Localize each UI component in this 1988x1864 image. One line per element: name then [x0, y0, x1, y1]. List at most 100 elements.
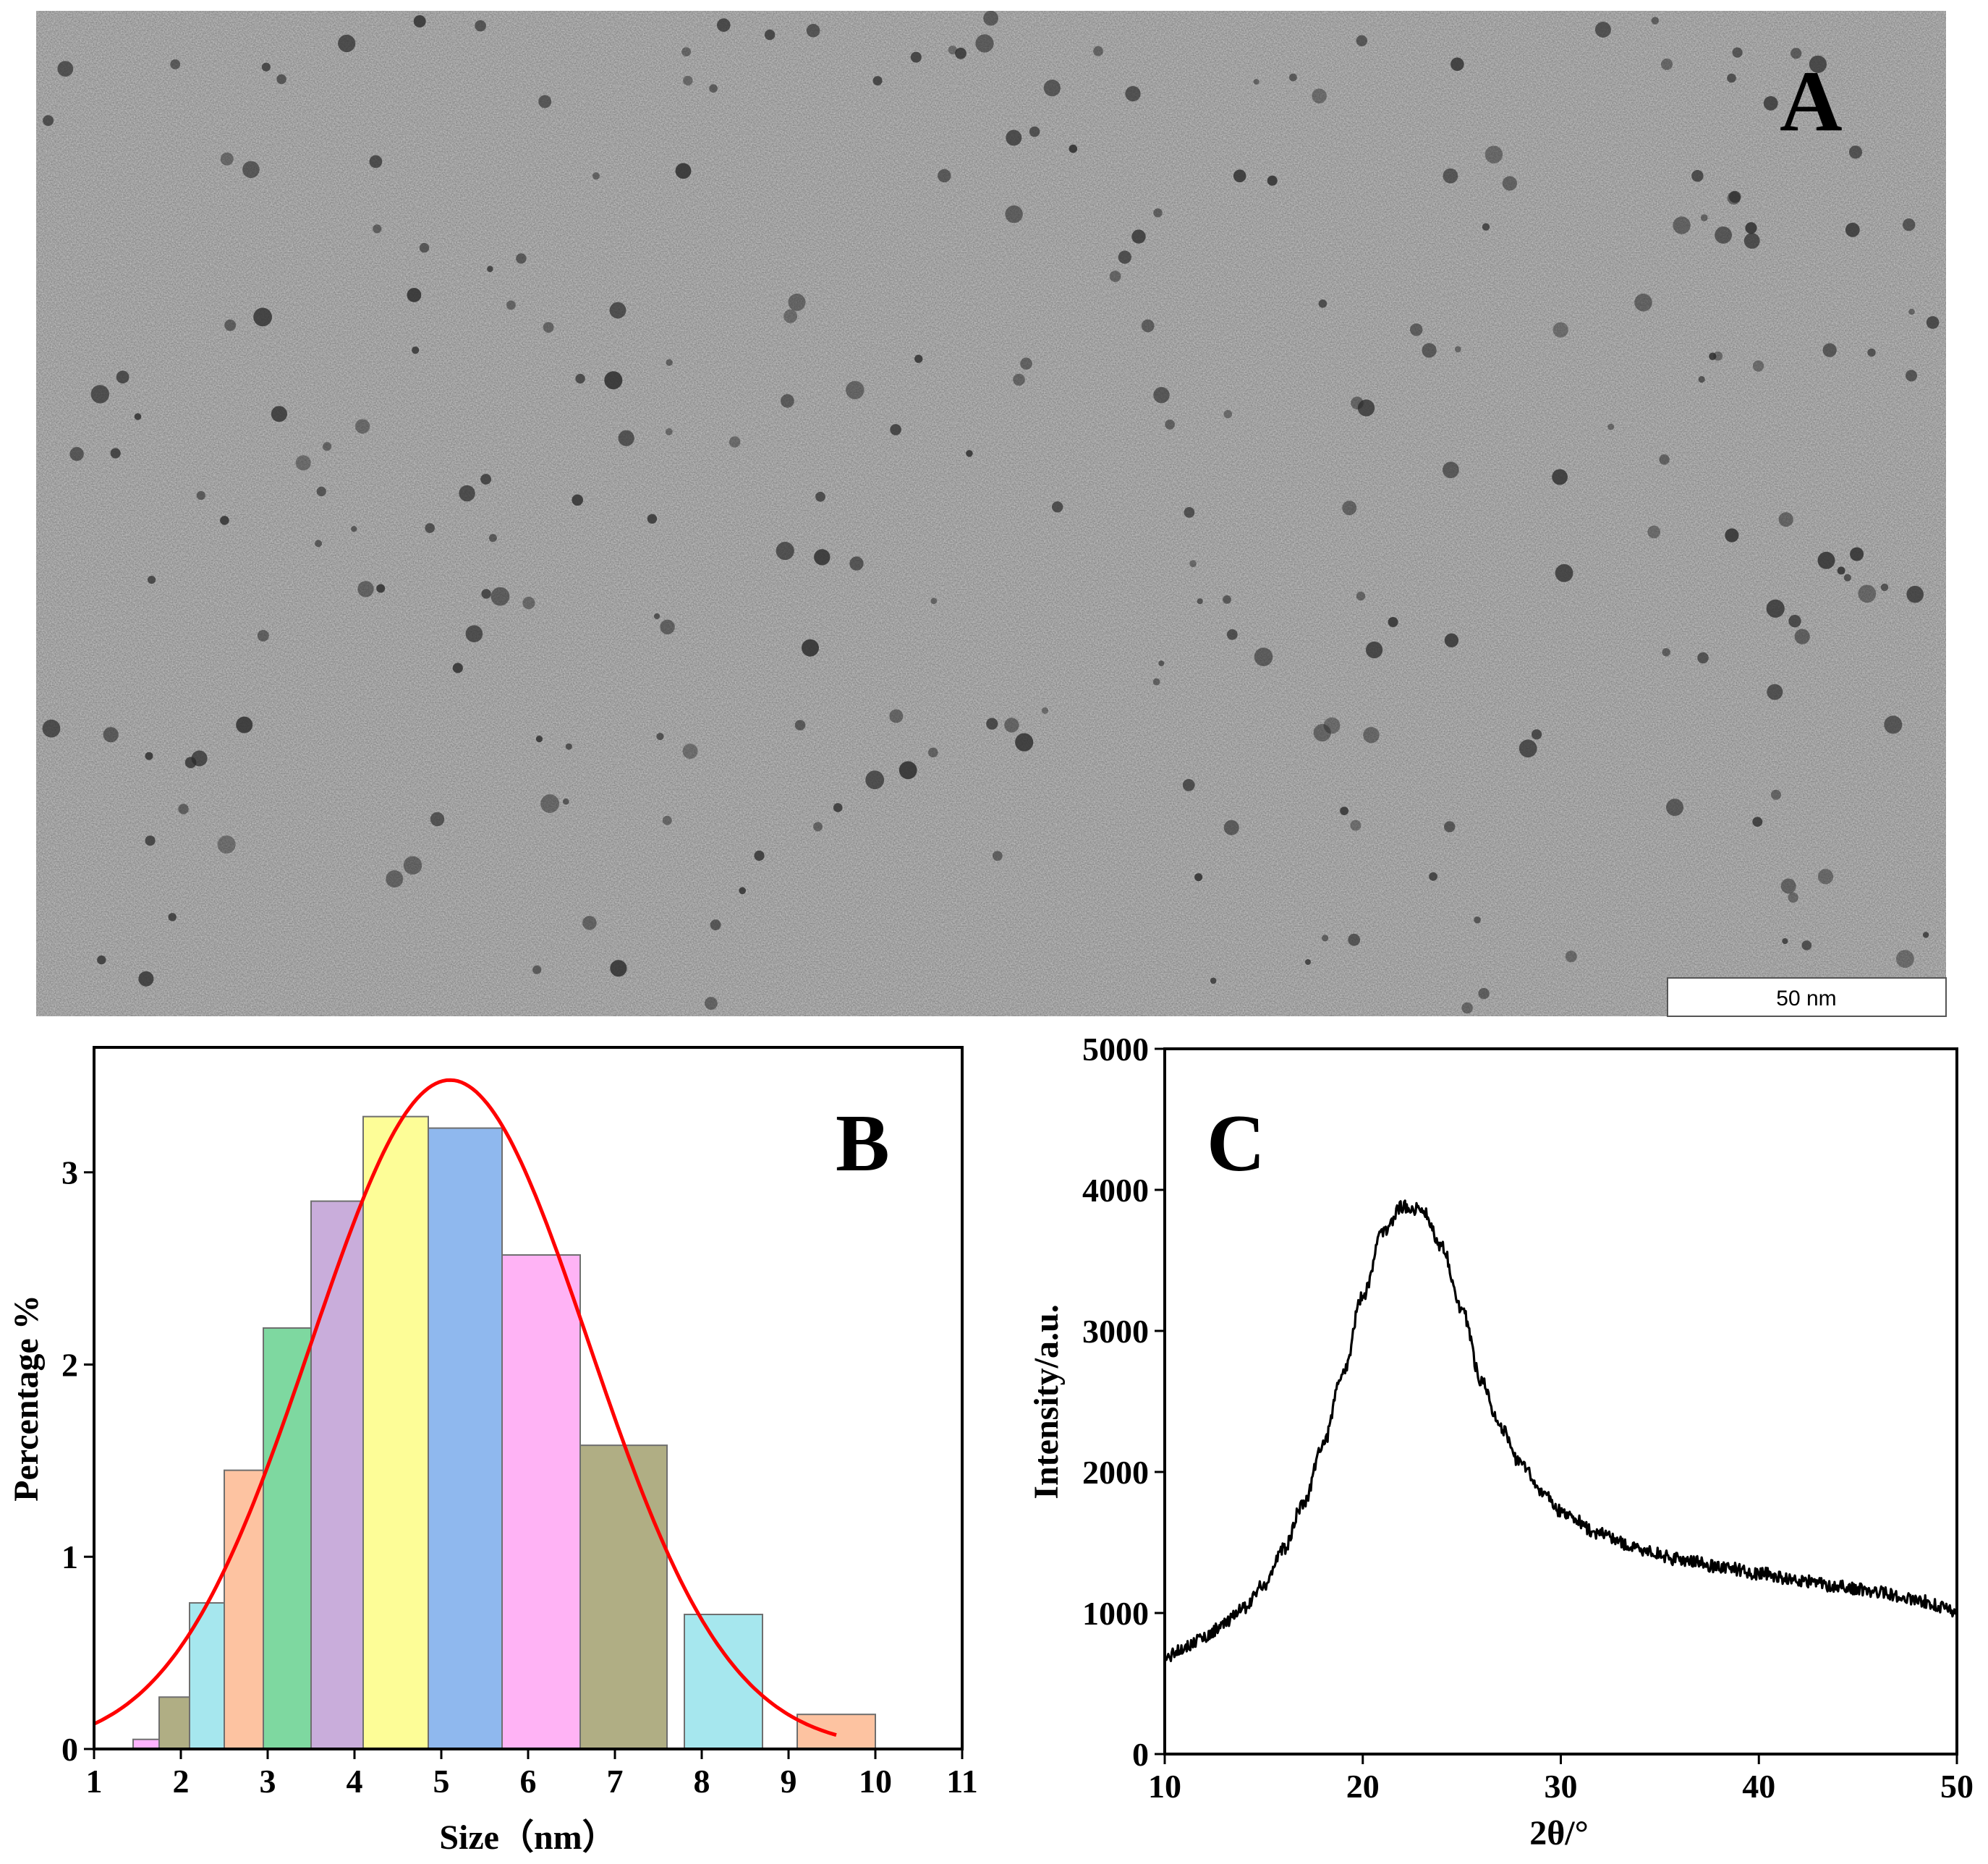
nanoparticle-dot	[1226, 629, 1238, 640]
nanoparticle-dot	[475, 20, 486, 32]
nanoparticle-dot	[357, 581, 374, 597]
nanoparticle-dot	[1858, 584, 1877, 603]
y-tick-label: 2	[61, 1346, 78, 1383]
nanoparticle-dot	[938, 169, 951, 183]
histogram-bar	[684, 1613, 763, 1749]
nanoparticle-dot	[565, 743, 572, 750]
nanoparticle-dot	[1197, 598, 1203, 605]
nanoparticle-dot	[376, 584, 386, 593]
nanoparticle-dot	[948, 46, 957, 55]
nanoparticle-dot	[930, 597, 938, 605]
nanoparticle-dot	[794, 720, 806, 731]
y-tick-label: 3	[61, 1154, 78, 1191]
nanoparticle-dot	[710, 919, 721, 931]
nanoparticle-dot	[781, 393, 794, 408]
scale-bar-label: 50 nm	[1776, 987, 1836, 1010]
nanoparticle-dot	[865, 770, 885, 790]
histogram-bar	[263, 1327, 312, 1749]
nanoparticle-dot	[1312, 88, 1327, 103]
panel-c-x-axis-title: 2θ/°	[1529, 1814, 1589, 1852]
nanoparticle-dot	[1771, 789, 1781, 800]
nanoparticle-dot	[1020, 357, 1032, 370]
nanoparticle-dot	[1698, 375, 1705, 383]
nanoparticle-dot	[1809, 55, 1827, 73]
nanoparticle-dot	[1141, 319, 1155, 333]
nanoparticle-dot	[1443, 168, 1458, 184]
nanoparticle-dot	[97, 955, 106, 965]
nanoparticle-dot	[425, 523, 435, 533]
nanoparticle-dot	[1817, 869, 1834, 885]
nanoparticle-dot	[1791, 48, 1802, 59]
nanoparticle-dot	[1131, 229, 1146, 244]
nanoparticle-dot	[69, 447, 84, 461]
histogram-bar	[310, 1200, 364, 1749]
nanoparticle-dot	[1013, 373, 1025, 386]
nanoparticle-dot	[351, 526, 357, 532]
nanoparticle-dot	[1906, 370, 1917, 382]
nanoparticle-dot	[522, 597, 535, 610]
nanoparticle-dot	[481, 589, 491, 599]
nanoparticle-dot	[271, 406, 287, 422]
x-tick-label: 1	[86, 1763, 103, 1800]
nanoparticle-dot	[1867, 348, 1876, 357]
nanoparticle-dot	[1752, 817, 1763, 827]
x-tick-label: 8	[694, 1763, 710, 1800]
nanoparticle-dot	[1673, 216, 1691, 234]
xrd-series-line	[1165, 1199, 1957, 1662]
panel-b-x-axis-title: Size（nm）	[439, 1818, 616, 1857]
nanoparticle-dot	[1778, 512, 1793, 527]
nanoparticle-dot	[1267, 175, 1278, 186]
nanoparticle-dot	[899, 761, 917, 780]
y-tick-label: 1	[61, 1539, 78, 1575]
nanoparticle-dot	[138, 971, 154, 987]
nanoparticle-dot	[1518, 739, 1537, 758]
nanoparticle-dot	[1429, 872, 1437, 881]
nanoparticle-dot	[1727, 73, 1736, 83]
nanoparticle-dot	[1153, 387, 1170, 404]
nanoparticle-dot	[754, 850, 765, 861]
nanoparticle-dot	[42, 719, 61, 738]
histogram-bar	[362, 1115, 429, 1749]
nanoparticle-dot	[338, 34, 356, 53]
nanoparticle-dot	[1189, 560, 1197, 568]
nanoparticle-dot	[452, 663, 463, 673]
nanoparticle-dot	[890, 424, 901, 435]
nanoparticle-dot	[592, 172, 600, 180]
nanoparticle-dot	[295, 455, 311, 471]
histogram-bar	[428, 1127, 503, 1749]
nanoparticle-dot	[110, 448, 121, 459]
gaussian-fit-curve	[94, 1078, 837, 1737]
nanoparticle-dot	[1837, 566, 1845, 575]
nanoparticle-dot	[57, 61, 74, 77]
nanoparticle-dot	[148, 576, 156, 584]
nanoparticle-dot	[1444, 633, 1459, 647]
nanoparticle-dot	[1182, 779, 1195, 791]
nanoparticle-dot	[618, 430, 634, 446]
nanoparticle-dot	[1194, 873, 1203, 882]
x-tick-label: 10	[859, 1763, 892, 1800]
nanoparticle-dot	[217, 835, 236, 854]
nanoparticle-dot	[1782, 938, 1788, 945]
nanoparticle-dot	[43, 115, 54, 127]
nanoparticle-dot	[1152, 678, 1160, 686]
nanoparticle-dot	[1093, 46, 1103, 56]
nanoparticle-dot	[1158, 660, 1165, 667]
nanoparticle-dot	[1922, 932, 1929, 938]
panel-c-label: C	[1207, 1099, 1265, 1188]
nanoparticle-dot	[1210, 977, 1217, 984]
nanoparticle-dot	[1752, 360, 1764, 372]
nanoparticle-dot	[681, 47, 691, 57]
nanoparticle-dot	[575, 373, 585, 384]
nanoparticle-dots	[42, 11, 1940, 1014]
panel-b-y-ticks: 0 1 2 3	[61, 1154, 94, 1768]
nanoparticle-dot	[928, 747, 938, 758]
histogram-bar	[579, 1444, 668, 1749]
nanoparticle-dot	[1666, 799, 1683, 817]
nanoparticle-dot	[242, 161, 260, 179]
nanoparticle-dot	[1318, 299, 1328, 308]
panel-a-tem-image: A 50 nm	[36, 11, 1947, 1017]
x-tick-label: 4	[347, 1763, 363, 1800]
nanoparticle-dot	[1850, 547, 1864, 561]
nanoparticle-dot	[134, 413, 142, 420]
